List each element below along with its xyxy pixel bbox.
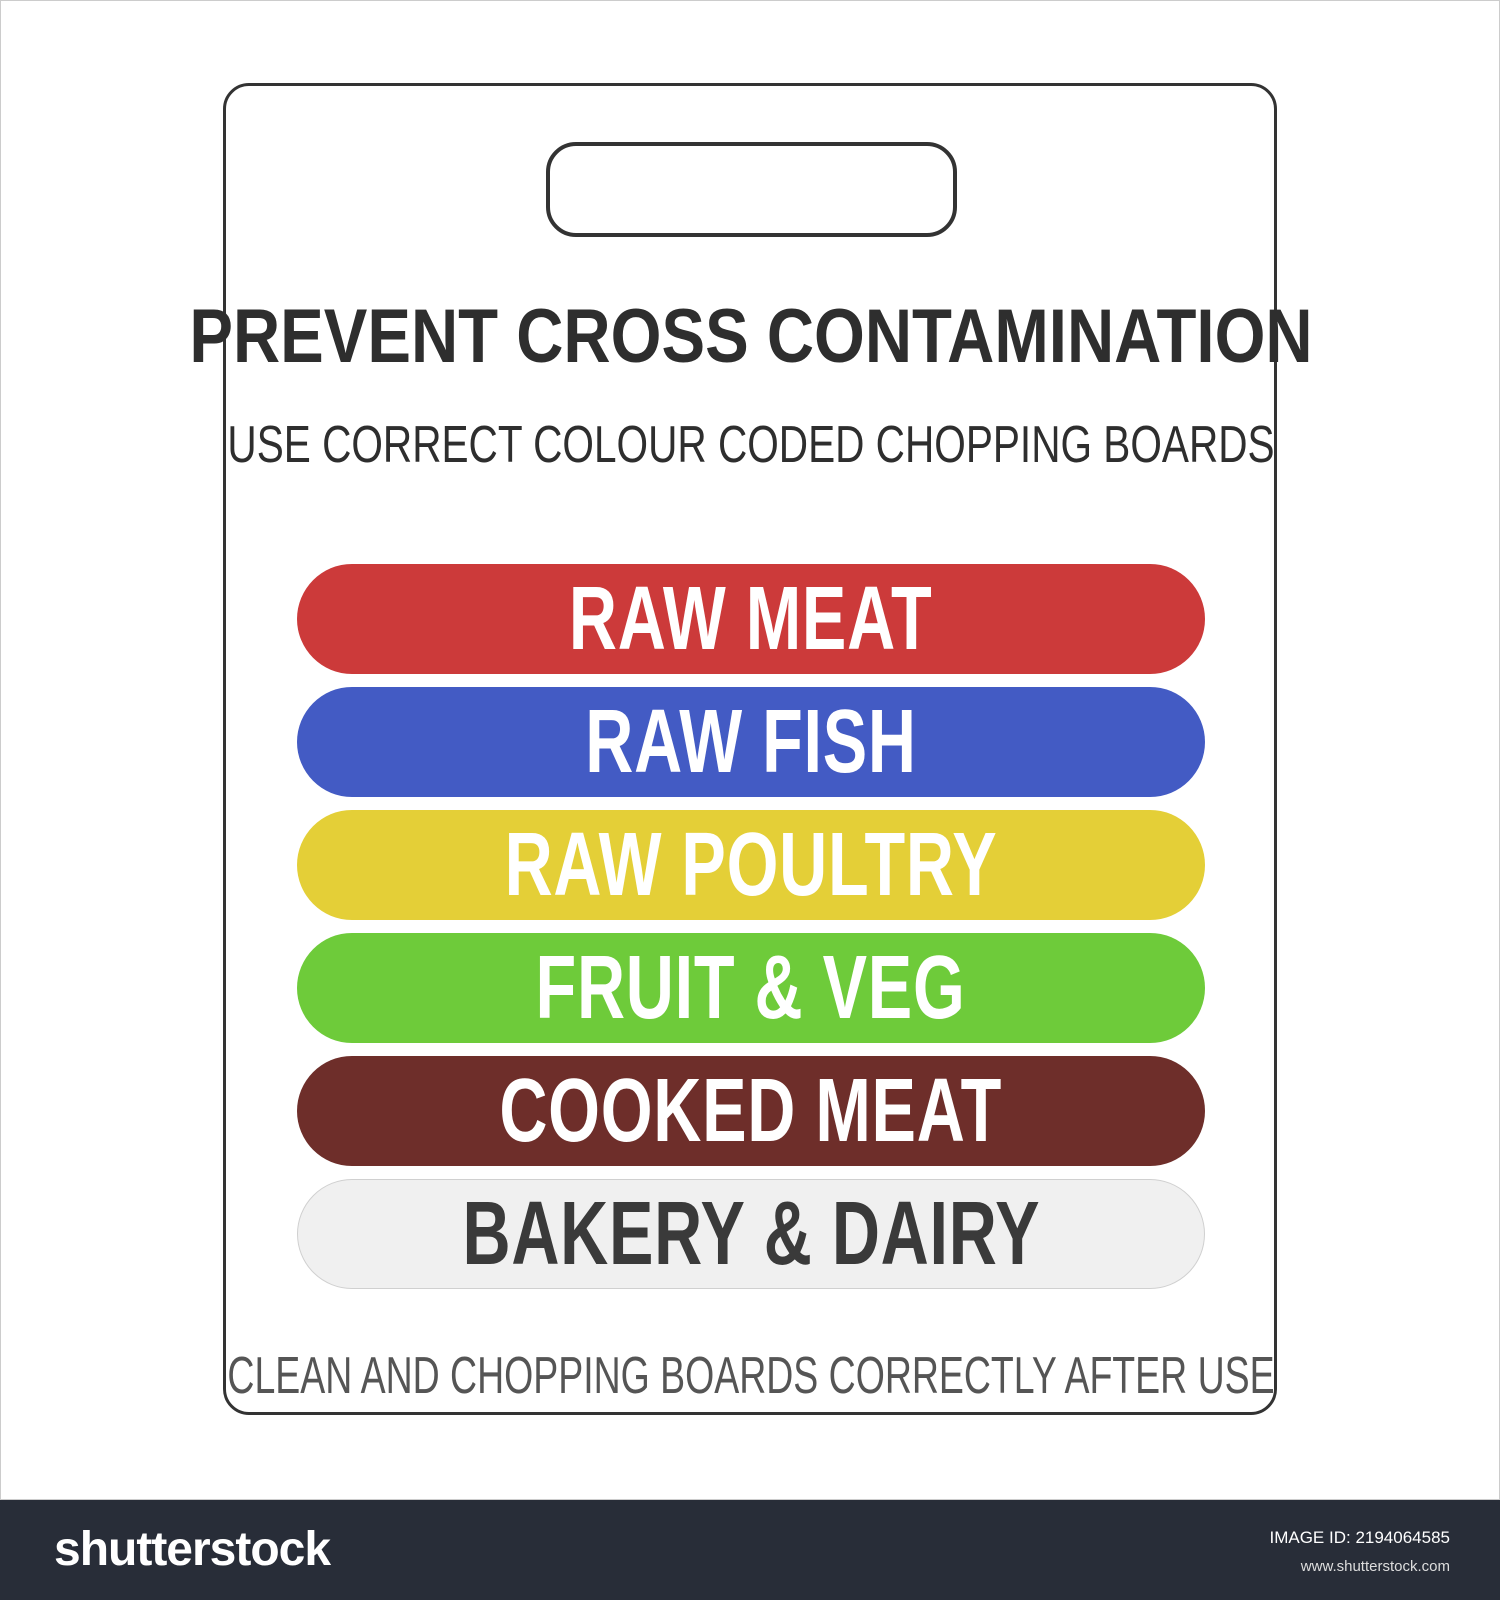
poster-title: PREVENT CROSS CONTAMINATION <box>189 294 1313 379</box>
stock-footer-bar: shutterstock IMAGE ID: 2194064585 www.sh… <box>0 1500 1500 1600</box>
board-handle-hole <box>546 142 957 237</box>
band-label: RAW FISH <box>585 691 917 792</box>
band-fruit-veg: FRUIT & VEG <box>297 933 1205 1043</box>
chopping-board-outline <box>223 83 1277 1415</box>
band-cooked-meat: COOKED MEAT <box>297 1056 1205 1166</box>
band-raw-meat: RAW MEAT <box>297 564 1205 674</box>
image-frame: PREVENT CROSS CONTAMINATION USE CORRECT … <box>0 0 1500 1500</box>
band-label: BAKERY & DAIRY <box>462 1183 1040 1284</box>
band-raw-fish: RAW FISH <box>297 687 1205 797</box>
band-label: RAW MEAT <box>569 568 933 669</box>
image-id: IMAGE ID: 2194064585 <box>1269 1528 1450 1547</box>
band-raw-poultry: RAW POULTRY <box>297 810 1205 920</box>
shutterstock-logo: shutterstock <box>54 1523 331 1576</box>
band-bakery-dairy: BAKERY & DAIRY <box>297 1179 1205 1289</box>
band-label: FRUIT & VEG <box>536 937 966 1038</box>
poster-footer: CLEAN AND CHOPPING BOARDS CORRECTLY AFTE… <box>227 1347 1275 1405</box>
band-label: COOKED MEAT <box>499 1060 1003 1161</box>
poster-subtitle: USE CORRECT COLOUR CODED CHOPPING BOARDS <box>227 416 1275 474</box>
site-url: www.shutterstock.com <box>1300 1558 1450 1575</box>
band-label: RAW POULTRY <box>504 814 998 915</box>
